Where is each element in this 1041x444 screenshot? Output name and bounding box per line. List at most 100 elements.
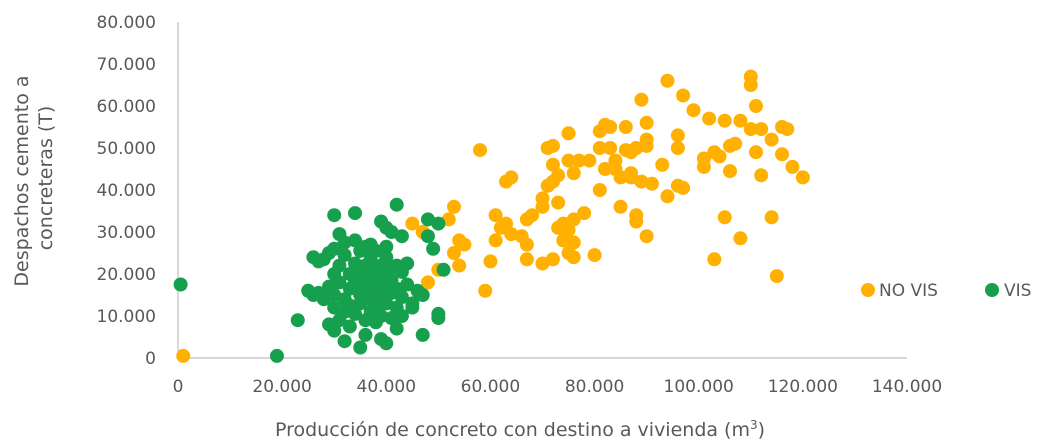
data-point-no-vis xyxy=(728,136,743,151)
data-point-no-vis xyxy=(561,153,576,168)
data-point-no-vis xyxy=(686,103,701,118)
data-point-no-vis xyxy=(420,275,435,290)
data-point-vis xyxy=(353,340,368,355)
data-point-vis xyxy=(173,277,188,292)
x-tick-label: 80.000 xyxy=(565,377,624,397)
data-point-vis xyxy=(431,216,446,231)
data-point-vis xyxy=(384,311,399,326)
data-point-no-vis xyxy=(613,199,628,214)
data-point-no-vis xyxy=(722,164,737,179)
data-point-no-vis xyxy=(566,235,581,250)
data-point-no-vis xyxy=(597,162,612,176)
x-tick-label: 120.000 xyxy=(768,377,838,397)
y-tick-label: 20.000 xyxy=(97,265,156,285)
x-axis-title-main: Producción de concreto con destino a viv… xyxy=(275,419,750,441)
data-point-no-vis xyxy=(566,250,581,265)
data-point-no-vis xyxy=(785,159,800,174)
y-tick-label: 70.000 xyxy=(97,55,156,75)
data-point-no-vis xyxy=(603,141,618,155)
data-point-no-vis xyxy=(592,141,607,155)
data-point-vis xyxy=(342,319,357,334)
data-point-no-vis xyxy=(473,143,488,158)
data-point-no-vis xyxy=(629,141,644,155)
data-point-no-vis xyxy=(707,252,722,267)
data-point-no-vis xyxy=(452,258,467,273)
legend-marker-no-vis xyxy=(861,283,875,297)
data-point-no-vis xyxy=(764,210,779,225)
x-tick-label: 20.000 xyxy=(252,377,311,397)
data-point-no-vis xyxy=(634,174,649,189)
data-point-no-vis xyxy=(644,176,659,191)
x-tick-label: 0 xyxy=(173,377,184,397)
data-point-no-vis xyxy=(446,246,461,260)
data-point-no-vis xyxy=(629,214,644,229)
data-point-vis xyxy=(332,258,347,273)
data-point-no-vis xyxy=(670,128,685,143)
data-point-no-vis xyxy=(754,122,769,137)
x-tick-label: 100.000 xyxy=(664,377,734,397)
data-point-no-vis xyxy=(577,206,592,221)
data-point-no-vis xyxy=(780,122,795,137)
data-point-no-vis xyxy=(519,237,534,252)
data-point-vis xyxy=(379,239,394,254)
data-point-vis xyxy=(394,290,409,305)
data-point-no-vis xyxy=(748,99,763,113)
data-point-no-vis xyxy=(655,157,670,172)
data-point-vis xyxy=(348,256,363,271)
data-point-vis xyxy=(431,311,446,326)
data-point-vis xyxy=(337,235,352,250)
data-point-no-vis xyxy=(551,195,566,210)
data-point-no-vis xyxy=(504,227,519,242)
data-point-no-vis xyxy=(717,113,732,128)
data-point-vis xyxy=(379,336,394,351)
data-point-no-vis xyxy=(754,168,769,183)
data-point-vis xyxy=(374,309,389,323)
y-tick-label: 30.000 xyxy=(97,223,156,243)
data-point-vis xyxy=(389,321,404,336)
data-point-no-vis xyxy=(676,88,691,103)
data-point-no-vis xyxy=(676,180,691,195)
y-axis-title: Despachos cemento a concreteras (T) xyxy=(11,69,57,286)
data-point-no-vis xyxy=(561,222,576,237)
data-point-vis xyxy=(394,229,409,244)
y-axis-title-line-2: concreteras (T) xyxy=(35,106,57,251)
data-point-vis xyxy=(394,309,409,323)
data-point-no-vis xyxy=(176,348,191,363)
data-point-no-vis xyxy=(639,229,654,244)
data-point-vis xyxy=(327,241,342,256)
x-axis-title: Producción de concreto con destino a viv… xyxy=(275,418,765,441)
data-point-no-vis xyxy=(712,149,727,164)
axes xyxy=(177,22,907,359)
data-point-no-vis xyxy=(603,120,618,134)
data-point-no-vis xyxy=(405,216,420,231)
data-point-no-vis xyxy=(743,69,758,84)
data-point-no-vis xyxy=(545,252,560,267)
data-point-no-vis xyxy=(457,237,472,252)
data-point-no-vis xyxy=(446,199,461,214)
data-point-vis xyxy=(327,208,342,223)
data-point-vis xyxy=(400,277,415,292)
data-point-no-vis xyxy=(551,168,566,183)
data-point-no-vis xyxy=(483,254,498,269)
data-point-no-vis xyxy=(639,115,654,130)
y-tick-label: 60.000 xyxy=(97,97,156,117)
data-point-vis xyxy=(290,313,305,328)
data-point-vis xyxy=(436,262,451,277)
data-point-no-vis xyxy=(561,126,576,141)
y-tick-label: 40.000 xyxy=(97,181,156,201)
x-tick-label: 60.000 xyxy=(461,377,520,397)
data-point-no-vis xyxy=(566,166,581,181)
data-point-vis xyxy=(348,306,363,321)
data-point-vis xyxy=(327,323,342,338)
data-point-vis xyxy=(368,298,383,313)
x-axis-title-close: ) xyxy=(758,419,765,441)
y-tick-label: 10.000 xyxy=(97,307,156,327)
x-axis-title-sup: 3 xyxy=(750,418,758,432)
data-point-no-vis xyxy=(639,132,654,147)
data-point-no-vis xyxy=(702,111,717,126)
data-point-vis xyxy=(332,275,347,290)
data-point-no-vis xyxy=(743,122,758,137)
data-point-vis xyxy=(415,288,430,302)
data-point-vis xyxy=(405,300,420,315)
x-tick-label: 40.000 xyxy=(357,377,416,397)
